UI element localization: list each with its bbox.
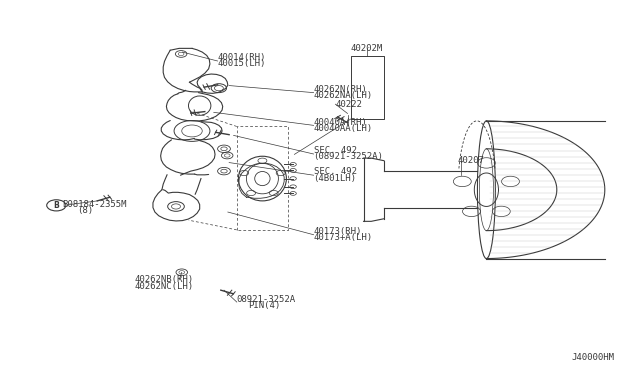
Text: B08184-2355M: B08184-2355M (63, 200, 127, 209)
Text: SEC. 492: SEC. 492 (314, 167, 356, 176)
Text: (8): (8) (77, 206, 93, 215)
Text: 40173(RH): 40173(RH) (314, 227, 362, 236)
Text: SEC. 492: SEC. 492 (314, 146, 356, 155)
Text: 40014(RH): 40014(RH) (218, 53, 266, 62)
Text: J40000HM: J40000HM (572, 353, 614, 362)
Text: 40262N(RH): 40262N(RH) (314, 85, 367, 94)
Text: 08921-3252A: 08921-3252A (237, 295, 296, 304)
Text: 40262NA(LH): 40262NA(LH) (314, 91, 372, 100)
Text: PIN(4): PIN(4) (248, 301, 280, 310)
Text: 40202M: 40202M (351, 44, 383, 53)
Text: 40040AA(LH): 40040AA(LH) (314, 124, 372, 133)
Text: 40262NC(LH): 40262NC(LH) (134, 282, 193, 291)
Text: 40173+A(LH): 40173+A(LH) (314, 233, 372, 242)
Text: 40015(LH): 40015(LH) (218, 60, 266, 68)
Text: 40040A(RH): 40040A(RH) (314, 118, 367, 126)
Text: B: B (54, 201, 59, 210)
Text: 40262NB(RH): 40262NB(RH) (134, 275, 193, 284)
Text: (08921-3252A): (08921-3252A) (314, 153, 383, 161)
Text: 40222: 40222 (335, 100, 362, 109)
Text: 40207: 40207 (458, 156, 484, 165)
Text: (4B01LH): (4B01LH) (314, 174, 356, 183)
